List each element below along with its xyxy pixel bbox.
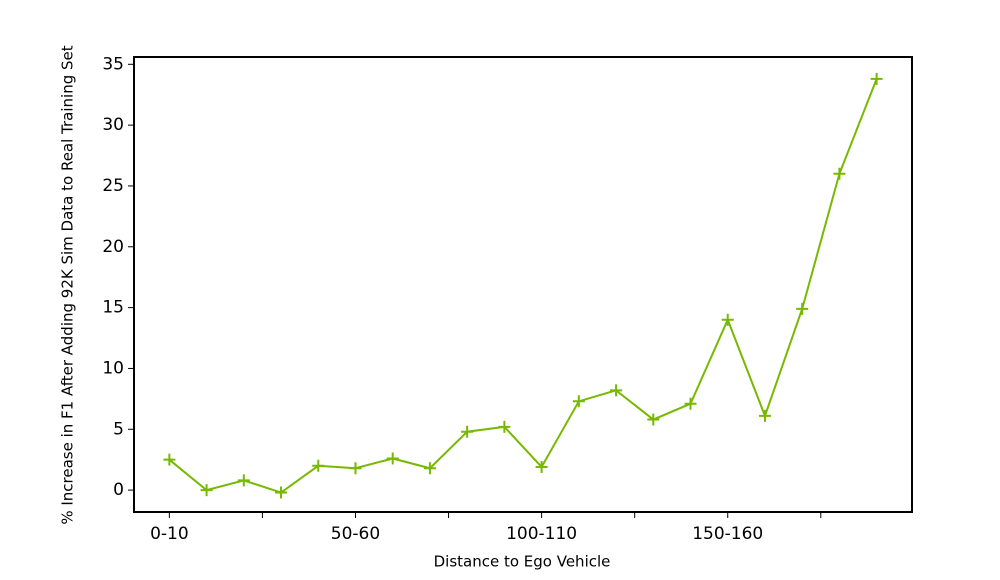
data-point	[721, 313, 734, 326]
y-tick-label: 15	[102, 298, 124, 318]
y-tick-label: 5	[113, 419, 124, 439]
x-tick-label: 0-10	[150, 524, 189, 544]
data-point	[610, 384, 623, 397]
data-point	[386, 452, 399, 465]
plot-frame	[133, 56, 913, 513]
y-axis-label: % Increase in F1 After Adding 92K Sim Da…	[59, 45, 77, 524]
y-tick-label: 20	[102, 237, 124, 257]
data-point	[461, 425, 474, 438]
data-point	[684, 397, 697, 410]
data-point	[833, 167, 846, 180]
data-point	[237, 474, 250, 487]
data-point	[572, 395, 585, 408]
x-tick-label: 50-60	[331, 524, 380, 544]
data-point	[423, 462, 436, 475]
y-tick-label: 10	[102, 358, 124, 378]
data-point	[163, 453, 176, 466]
x-tick-label: 100-110	[506, 524, 577, 544]
data-point	[312, 459, 325, 472]
data-point	[758, 409, 771, 422]
x-axis-label: Distance to Ego Vehicle	[434, 553, 611, 571]
data-point	[870, 72, 883, 85]
data-point	[535, 460, 548, 473]
data-point	[498, 420, 511, 433]
y-tick-label: 25	[102, 176, 124, 196]
y-tick-label: 30	[102, 115, 124, 135]
data-point	[275, 486, 288, 499]
data-line	[168, 78, 878, 494]
data-point	[647, 413, 660, 426]
y-tick-label: 0	[113, 480, 124, 500]
y-tick-label: 35	[102, 54, 124, 74]
data-point	[200, 484, 213, 497]
data-point	[796, 302, 809, 315]
data-point	[349, 462, 362, 475]
x-tick-label: 150-160	[692, 524, 763, 544]
